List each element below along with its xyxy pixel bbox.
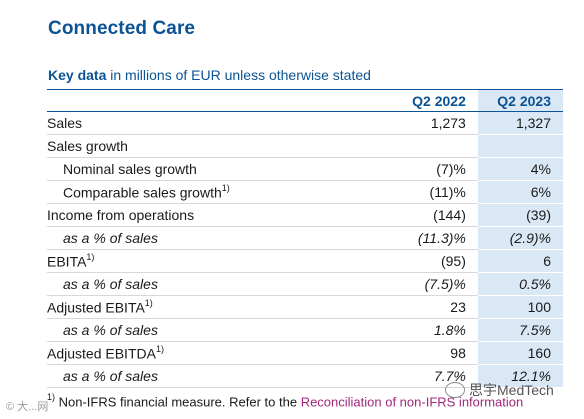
- value-q2-2023: 160: [477, 341, 563, 365]
- footnote-ref: 1): [144, 297, 153, 308]
- key-data-table: Q2 2022 Q2 2023 Sales 1,273 1,327 Sales gro…: [47, 89, 563, 388]
- row-label: Adjusted EBITA1): [47, 295, 365, 319]
- value-q2-2022: 23: [364, 295, 478, 319]
- row-label-text: Nominal sales growth: [63, 161, 197, 177]
- table-row: as a % of sales 1.8% 7.5%: [47, 318, 563, 342]
- table-row: Income from operations (144) (39): [47, 203, 563, 227]
- row-label-text: Adjusted EBITDA: [47, 345, 156, 362]
- value-q2-2023: 7.5%: [477, 318, 563, 342]
- header-label: [47, 89, 365, 112]
- row-label: as a % of sales: [47, 364, 365, 388]
- table-row: EBITA1) (95) 6: [47, 249, 563, 273]
- watermark-left: © 大...网: [6, 401, 49, 413]
- value-q2-2022: 1,273: [364, 111, 478, 135]
- value-q2-2022: (11.3)%: [364, 226, 478, 250]
- row-label-text: EBITA: [47, 253, 87, 270]
- watermark-right: 思宇MedTech: [445, 380, 554, 400]
- table-row: as a % of sales (7.5)% 0.5%: [47, 272, 563, 296]
- value-q2-2023: (2.9)%: [477, 226, 563, 250]
- value-q2-2022: (144): [364, 203, 478, 227]
- row-label: as a % of sales: [47, 226, 365, 250]
- subtitle-bold: Key data: [48, 67, 107, 83]
- value-q2-2022: 98: [364, 341, 478, 365]
- table-row: Adjusted EBITDA1) 98 160: [47, 341, 563, 365]
- row-label: Income from operations: [47, 203, 365, 227]
- header-q2-2023: Q2 2023: [477, 89, 563, 112]
- table-row: Comparable sales growth1) (11)% 6%: [47, 180, 563, 204]
- row-label-text: Comparable sales growth: [63, 184, 222, 201]
- row-label: Comparable sales growth1): [47, 180, 365, 204]
- table-header-row: Q2 2022 Q2 2023: [47, 89, 563, 112]
- value-q2-2023: 100: [477, 295, 563, 319]
- value-q2-2022: [364, 134, 478, 158]
- row-label: Sales: [47, 111, 365, 135]
- row-label: EBITA1): [47, 249, 365, 273]
- row-label-text: as a % of sales: [63, 322, 158, 338]
- value-q2-2023: 6: [477, 249, 563, 273]
- row-label: as a % of sales: [47, 272, 365, 296]
- row-label-text: Adjusted EBITA: [47, 299, 145, 316]
- table-row: Sales 1,273 1,327: [47, 111, 563, 135]
- value-q2-2022: 1.8%: [364, 318, 478, 342]
- row-label-text: Income from operations: [47, 207, 195, 223]
- footnote: 1) Non-IFRS financial measure. Refer to …: [47, 392, 524, 410]
- footnote-text: Non-IFRS financial measure. Refer to the: [55, 394, 301, 410]
- footnote-marker: 1): [47, 392, 56, 402]
- value-q2-2023: [477, 134, 563, 158]
- value-q2-2022: (11)%: [364, 180, 478, 204]
- table-row: Sales growth: [47, 134, 563, 158]
- row-label-text: Sales growth: [47, 138, 128, 154]
- watermark-text: 思宇MedTech: [469, 382, 554, 398]
- value-q2-2023: 12.1%: [477, 364, 563, 388]
- row-label: as a % of sales: [47, 318, 365, 342]
- footnote-link[interactable]: Reconciliation of non-IFRS information: [300, 394, 524, 410]
- value-q2-2023: 4%: [477, 157, 563, 181]
- value-q2-2023: 1,327: [477, 111, 563, 135]
- footnote-ref: 1): [155, 343, 164, 354]
- value-q2-2022: (7.5)%: [364, 272, 478, 296]
- value-q2-2023: (39): [477, 203, 563, 227]
- header-q2-2022: Q2 2022: [364, 89, 478, 112]
- table-subtitle: Key data in millions of EUR unless other…: [48, 67, 371, 83]
- wechat-icon: [445, 382, 465, 398]
- table-row: Adjusted EBITA1) 23 100: [47, 295, 563, 319]
- row-label: Adjusted EBITDA1): [47, 341, 365, 365]
- value-q2-2022: (7)%: [364, 157, 478, 181]
- page-title: Connected Care: [48, 18, 196, 39]
- row-label: Nominal sales growth: [47, 157, 365, 181]
- footnote-ref: 1): [221, 182, 230, 193]
- value-q2-2022: (95): [364, 249, 478, 273]
- subtitle-rest: in millions of EUR unless otherwise stat…: [106, 67, 371, 83]
- row-label: Sales growth: [47, 134, 365, 158]
- table-body: Sales 1,273 1,327 Sales growth Nominal sales…: [47, 111, 563, 388]
- value-q2-2023: 0.5%: [477, 272, 563, 296]
- table-row: Nominal sales growth (7)% 4%: [47, 157, 563, 181]
- row-label-text: as a % of sales: [63, 276, 158, 292]
- value-q2-2023: 6%: [477, 180, 563, 204]
- row-label-text: as a % of sales: [63, 368, 158, 384]
- footnote-ref: 1): [86, 251, 95, 262]
- table-row: as a % of sales (11.3)% (2.9)%: [47, 226, 563, 250]
- row-label-text: Sales: [47, 115, 83, 131]
- row-label-text: as a % of sales: [63, 230, 158, 246]
